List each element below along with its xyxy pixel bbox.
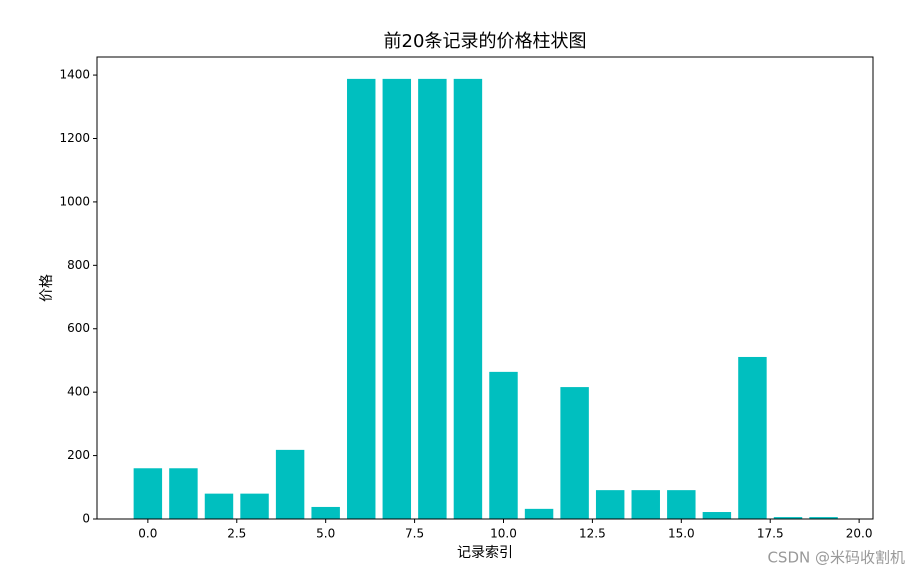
bar	[418, 78, 447, 519]
bar	[560, 387, 589, 519]
y-tick-label: 600	[67, 321, 90, 335]
bar	[489, 371, 518, 519]
bar	[382, 78, 412, 519]
x-tick-label: 12.5	[579, 527, 606, 541]
x-tick-label: 20.0	[846, 527, 873, 541]
watermark: CSDN @米码收割机	[767, 549, 905, 567]
bar	[773, 517, 803, 519]
x-tick-label: 5.0	[316, 527, 335, 541]
y-axis-label: 价格	[39, 274, 55, 302]
x-tick-label: 2.5	[227, 527, 246, 541]
bar	[702, 512, 732, 519]
bar	[631, 490, 660, 519]
y-tick-label: 0	[82, 512, 90, 526]
bar	[311, 506, 340, 519]
bar	[240, 493, 269, 519]
bar	[275, 449, 305, 519]
bar	[453, 78, 483, 519]
x-tick-label: 7.5	[405, 527, 424, 541]
x-tick-label: 0.0	[138, 527, 157, 541]
y-tick-label: 1000	[59, 194, 90, 208]
y-tick-label: 800	[67, 258, 90, 272]
y-tick-label: 1400	[59, 68, 90, 82]
chart-title: 前20条记录的价格柱状图	[384, 31, 587, 52]
bar	[133, 468, 163, 519]
x-tick-label: 15.0	[668, 527, 695, 541]
plot-frame	[96, 56, 874, 520]
x-tick-label: 10.0	[490, 527, 517, 541]
y-tick-label: 200	[67, 448, 90, 462]
x-tick-label: 17.5	[757, 527, 784, 541]
bar	[667, 490, 696, 519]
y-tick-label: 400	[67, 385, 90, 399]
bar	[738, 356, 767, 519]
y-tick-label: 1200	[59, 131, 90, 145]
bar	[809, 517, 838, 519]
bar	[524, 508, 554, 519]
x-axis-label: 记录索引	[457, 544, 513, 561]
bar	[347, 78, 376, 519]
bar	[169, 468, 198, 519]
bar	[595, 490, 625, 519]
bar	[204, 493, 234, 519]
